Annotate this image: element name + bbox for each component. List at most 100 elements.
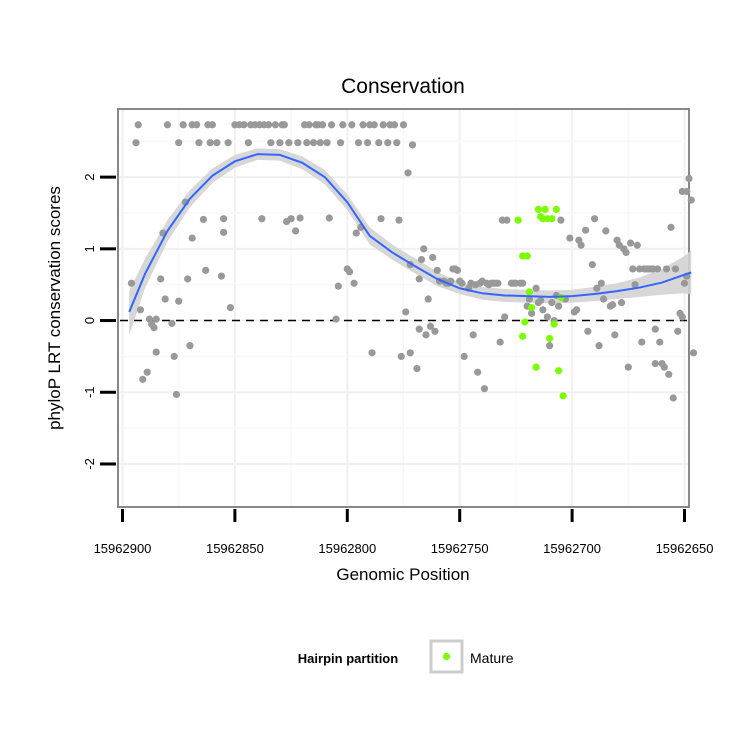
- point-other: [350, 279, 358, 287]
- point-other: [458, 279, 466, 287]
- point-other: [368, 349, 376, 357]
- point-other: [424, 295, 432, 303]
- point-other: [363, 139, 372, 147]
- point-other: [161, 295, 169, 303]
- point-other: [244, 139, 252, 147]
- point-mature: [550, 320, 558, 328]
- point-other: [577, 241, 585, 249]
- point-other: [193, 121, 201, 129]
- point-other: [408, 141, 417, 149]
- point-other: [674, 327, 682, 335]
- point-other: [420, 245, 428, 253]
- point-other: [291, 227, 300, 235]
- point-other: [622, 248, 630, 257]
- point-other: [339, 121, 347, 129]
- point-other: [656, 338, 664, 346]
- point-other: [595, 342, 603, 350]
- point-other: [296, 214, 304, 222]
- point-other: [503, 216, 511, 224]
- point-other: [406, 349, 414, 357]
- x-tick-label: 15962900: [94, 541, 152, 556]
- point-other: [375, 139, 383, 147]
- point-other: [638, 338, 646, 346]
- point-other: [377, 215, 385, 223]
- point-other: [528, 309, 536, 317]
- point-other: [265, 121, 273, 129]
- point-other: [393, 139, 401, 147]
- point-mature: [525, 288, 533, 296]
- point-other: [584, 327, 592, 335]
- point-other: [602, 227, 610, 235]
- point-other: [494, 279, 502, 287]
- point-other: [611, 331, 619, 339]
- point-other: [474, 368, 482, 376]
- point-other: [667, 223, 675, 231]
- point-other: [280, 121, 288, 129]
- point-other: [287, 215, 295, 223]
- point-other: [172, 390, 181, 399]
- point-other: [543, 313, 551, 321]
- point-other: [170, 352, 178, 361]
- point-other: [555, 302, 563, 310]
- point-other: [669, 394, 677, 402]
- smooth-line: [128, 153, 692, 313]
- point-other: [548, 299, 556, 307]
- point-other: [671, 265, 680, 273]
- point-mature: [519, 332, 527, 340]
- point-other: [143, 368, 151, 376]
- point-mature: [548, 215, 556, 223]
- point-other: [359, 121, 367, 129]
- point-other: [429, 253, 437, 262]
- y-tick-label: 0: [82, 317, 97, 324]
- point-other: [480, 385, 489, 393]
- point-other: [633, 241, 641, 249]
- point-other: [150, 324, 158, 332]
- point-other: [332, 315, 340, 323]
- point-other: [220, 215, 228, 223]
- point-other: [127, 279, 136, 287]
- point-other: [588, 261, 596, 269]
- x-tick-label: 15962750: [431, 541, 489, 556]
- point-other: [208, 121, 217, 129]
- point-other: [240, 121, 248, 129]
- point-other: [651, 325, 659, 333]
- series-mature-points: [514, 205, 567, 400]
- point-other: [417, 255, 426, 264]
- y-axis-ticks: -2 -1 0 1 2: [82, 174, 116, 470]
- point-other: [685, 174, 693, 183]
- legend-mature-swatch: [442, 652, 451, 661]
- point-other: [175, 139, 183, 147]
- point-other: [175, 297, 183, 305]
- point-other: [220, 228, 228, 236]
- y-tick-label: -1: [82, 386, 97, 398]
- point-other: [217, 272, 226, 280]
- point-mature: [528, 304, 536, 312]
- point-other: [537, 296, 545, 305]
- legend-title: Hairpin partition: [298, 651, 398, 666]
- point-other: [532, 284, 540, 292]
- point-other: [599, 295, 608, 303]
- point-other: [460, 352, 468, 361]
- point-other: [653, 265, 662, 273]
- point-other: [318, 121, 327, 129]
- point-other: [572, 306, 581, 314]
- x-tick-label: 15962700: [543, 541, 601, 556]
- point-other: [188, 234, 196, 242]
- point-other: [453, 266, 462, 274]
- point-other: [431, 327, 439, 335]
- chart-title: Conservation: [341, 75, 465, 98]
- point-mature: [532, 363, 540, 371]
- y-tick-label: 1: [82, 245, 97, 252]
- point-other: [213, 139, 221, 147]
- point-other: [163, 121, 172, 129]
- point-other: [501, 313, 509, 321]
- point-other: [433, 266, 441, 274]
- point-mature: [514, 216, 522, 224]
- point-other: [608, 301, 617, 309]
- point-other: [689, 349, 698, 357]
- point-other: [199, 215, 208, 224]
- point-other: [399, 121, 408, 129]
- point-other: [327, 121, 336, 129]
- point-other: [631, 281, 639, 289]
